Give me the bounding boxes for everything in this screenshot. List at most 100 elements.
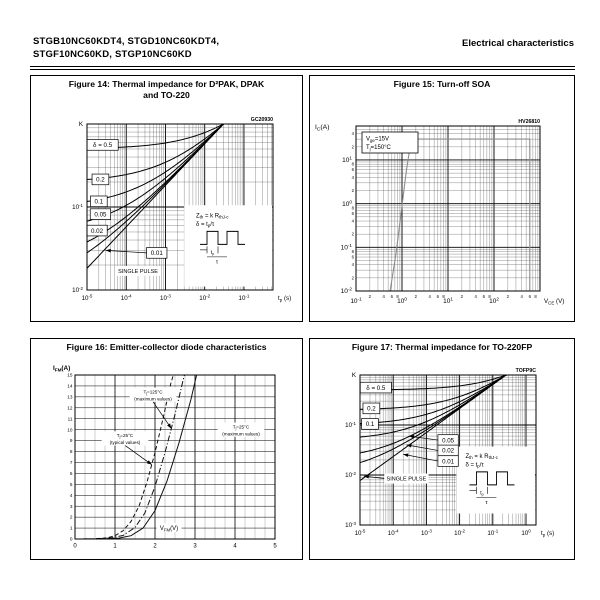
figure15-panel: Figure 15: Turn-off SOA Vge=15V Tj=150°C 1… bbox=[309, 75, 575, 322]
svg-text:7: 7 bbox=[70, 460, 73, 465]
svg-text:10-1: 10-1 bbox=[487, 528, 498, 536]
figure16-chart: Tj=125°C(maximum values)Tj=25°C(maximum … bbox=[53, 365, 277, 550]
svg-text:IFM(A): IFM(A) bbox=[53, 365, 70, 372]
svg-text:10-2: 10-2 bbox=[199, 294, 210, 302]
svg-text:(typical values): (typical values) bbox=[110, 440, 141, 445]
figure17-chart: Zth = k RthJ-c δ = tp/τ tpτ δ = 0.5 0.2 0.1 0.… bbox=[345, 368, 554, 537]
svg-text:6: 6 bbox=[70, 471, 73, 476]
svg-text:10-2: 10-2 bbox=[454, 528, 465, 536]
svg-text:9: 9 bbox=[70, 438, 73, 443]
svg-text:12: 12 bbox=[67, 405, 73, 410]
header-rule-bottom bbox=[30, 69, 575, 70]
svg-text:10-2: 10-2 bbox=[72, 286, 83, 294]
svg-text:2: 2 bbox=[461, 294, 464, 299]
figure15-chart: Vge=15V Tj=150°C 10-1 100 101 102 VCE (V) 101 10… bbox=[315, 119, 564, 305]
svg-text:2: 2 bbox=[153, 543, 157, 549]
svg-text:4: 4 bbox=[233, 543, 237, 549]
svg-text:8: 8 bbox=[534, 294, 537, 299]
header-rule-top bbox=[30, 66, 575, 67]
part-numbers-line1: STGB10NC60KDT4, STGD10NC60KDT4, bbox=[33, 36, 220, 47]
svg-text:8: 8 bbox=[396, 294, 399, 299]
svg-text:10-3: 10-3 bbox=[160, 294, 171, 302]
svg-text:101: 101 bbox=[342, 155, 352, 163]
svg-text:10-3: 10-3 bbox=[421, 528, 432, 536]
svg-text:Tj=150°C: Tj=150°C bbox=[366, 145, 392, 151]
svg-text:101: 101 bbox=[443, 296, 453, 304]
svg-text:4: 4 bbox=[352, 262, 355, 267]
svg-text:GC20930: GC20930 bbox=[251, 117, 273, 123]
svg-text:4: 4 bbox=[521, 294, 524, 299]
svg-text:0: 0 bbox=[70, 536, 73, 541]
svg-text:100: 100 bbox=[521, 528, 531, 536]
svg-text:10-1: 10-1 bbox=[72, 203, 83, 211]
svg-text:0.2: 0.2 bbox=[96, 177, 105, 184]
svg-text:0.01: 0.01 bbox=[151, 250, 164, 257]
svg-text:3: 3 bbox=[70, 503, 73, 508]
svg-text:Zth = k RthJ-c: Zth = k RthJ-c bbox=[465, 453, 498, 459]
svg-text:2: 2 bbox=[415, 294, 418, 299]
svg-text:8: 8 bbox=[352, 249, 355, 254]
svg-text:0.01: 0.01 bbox=[442, 458, 455, 465]
svg-text:δ = tp/τ: δ = tp/τ bbox=[196, 222, 215, 228]
svg-text:0.05: 0.05 bbox=[94, 211, 107, 218]
svg-text:SINGLE PULSE: SINGLE PULSE bbox=[387, 476, 427, 482]
svg-text:11: 11 bbox=[68, 416, 73, 421]
svg-text:10-2: 10-2 bbox=[341, 286, 353, 294]
svg-text:6: 6 bbox=[352, 254, 355, 259]
svg-text:10-5: 10-5 bbox=[355, 528, 366, 536]
svg-text:10-4: 10-4 bbox=[121, 294, 132, 302]
header-part-numbers: STGB10NC60KDT4, STGD10NC60KDT4, STGF10NC… bbox=[33, 36, 219, 61]
svg-text:10-1: 10-1 bbox=[239, 294, 250, 302]
svg-text:4: 4 bbox=[475, 294, 478, 299]
svg-text:6: 6 bbox=[483, 294, 486, 299]
svg-text:1: 1 bbox=[113, 543, 117, 549]
svg-text:10-1: 10-1 bbox=[345, 420, 356, 428]
figure14-title: Figure 14: Thermal impedance for D²PAK, … bbox=[68, 79, 265, 100]
svg-text:4: 4 bbox=[352, 131, 355, 136]
figure14-panel: Figure 14: Thermal impedance for D²PAK, … bbox=[30, 75, 303, 322]
svg-text:VFM(V): VFM(V) bbox=[160, 526, 178, 532]
svg-text:4: 4 bbox=[383, 294, 386, 299]
svg-text:tp (s): tp (s) bbox=[278, 295, 291, 302]
svg-text:HV26810: HV26810 bbox=[518, 119, 540, 125]
svg-text:4: 4 bbox=[429, 294, 432, 299]
svg-text:1: 1 bbox=[70, 525, 73, 530]
svg-text:(maximum values): (maximum values) bbox=[222, 431, 260, 436]
svg-text:δ = 0.5: δ = 0.5 bbox=[93, 142, 113, 149]
svg-text:0.2: 0.2 bbox=[367, 405, 376, 412]
svg-text:0.02: 0.02 bbox=[91, 228, 104, 235]
figure17-panel: Figure 17: Thermal impedance for TO-220F… bbox=[309, 338, 575, 560]
svg-text:2: 2 bbox=[352, 231, 355, 236]
svg-text:10-1: 10-1 bbox=[341, 243, 353, 251]
svg-text:SINGLE PULSE: SINGLE PULSE bbox=[118, 269, 158, 275]
figure16-panel: Figure 16: Emitter-collector diode chara… bbox=[30, 338, 303, 560]
svg-text:0.02: 0.02 bbox=[442, 447, 455, 454]
header-section-title: Electrical characteristics bbox=[462, 38, 574, 49]
figure15-title: Figure 15: Turn-off SOA bbox=[393, 79, 491, 89]
svg-text:K: K bbox=[352, 372, 357, 379]
svg-text:4: 4 bbox=[352, 218, 355, 223]
part-numbers-line2: STGF10NC60KD, STGP10NC60KD bbox=[33, 48, 192, 60]
svg-text:4: 4 bbox=[70, 492, 73, 497]
svg-text:K: K bbox=[79, 121, 84, 128]
svg-text:2: 2 bbox=[70, 514, 73, 519]
svg-text:IC(A): IC(A) bbox=[315, 124, 329, 132]
svg-text:tp: tp bbox=[211, 250, 214, 256]
svg-text:100: 100 bbox=[397, 296, 407, 304]
svg-text:10: 10 bbox=[67, 427, 73, 432]
svg-text:10-1: 10-1 bbox=[350, 296, 362, 304]
svg-text:2: 2 bbox=[352, 188, 355, 193]
svg-text:δ = tp/τ: δ = tp/τ bbox=[465, 462, 484, 468]
svg-text:4: 4 bbox=[352, 174, 355, 179]
svg-text:102: 102 bbox=[489, 296, 499, 304]
svg-text:0.1: 0.1 bbox=[366, 421, 375, 428]
svg-text:τ: τ bbox=[485, 499, 488, 505]
svg-text:2: 2 bbox=[352, 275, 355, 280]
svg-text:Tj=125°C: Tj=125°C bbox=[143, 389, 163, 395]
svg-text:8: 8 bbox=[352, 161, 355, 166]
svg-text:2: 2 bbox=[369, 294, 372, 299]
svg-text:(maximum values): (maximum values) bbox=[134, 396, 172, 401]
svg-text:6: 6 bbox=[352, 210, 355, 215]
svg-text:2: 2 bbox=[352, 144, 355, 149]
